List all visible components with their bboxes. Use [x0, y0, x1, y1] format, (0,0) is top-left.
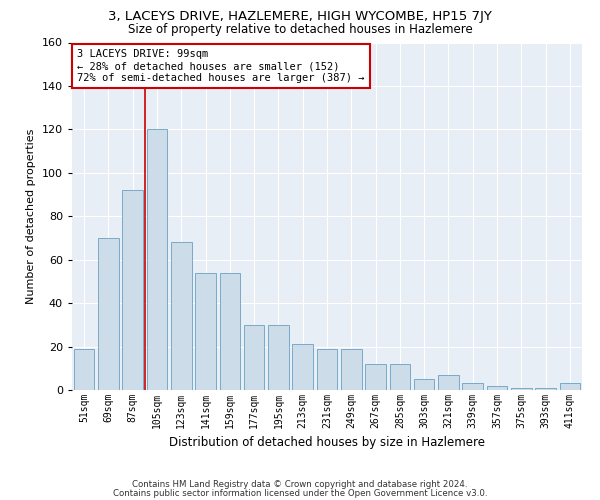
Text: Contains HM Land Registry data © Crown copyright and database right 2024.: Contains HM Land Registry data © Crown c… — [132, 480, 468, 489]
Bar — [341, 348, 362, 390]
Bar — [414, 379, 434, 390]
Bar — [268, 325, 289, 390]
Text: 3 LACEYS DRIVE: 99sqm
← 28% of detached houses are smaller (152)
72% of semi-det: 3 LACEYS DRIVE: 99sqm ← 28% of detached … — [77, 50, 365, 82]
Bar — [317, 348, 337, 390]
Bar — [365, 364, 386, 390]
Bar — [560, 384, 580, 390]
Text: 3, LACEYS DRIVE, HAZLEMERE, HIGH WYCOMBE, HP15 7JY: 3, LACEYS DRIVE, HAZLEMERE, HIGH WYCOMBE… — [108, 10, 492, 23]
Bar — [171, 242, 191, 390]
X-axis label: Distribution of detached houses by size in Hazlemere: Distribution of detached houses by size … — [169, 436, 485, 450]
Text: Contains public sector information licensed under the Open Government Licence v3: Contains public sector information licen… — [113, 488, 487, 498]
Bar — [220, 272, 240, 390]
Text: Size of property relative to detached houses in Hazlemere: Size of property relative to detached ho… — [128, 22, 472, 36]
Bar — [292, 344, 313, 390]
Bar — [146, 130, 167, 390]
Bar — [389, 364, 410, 390]
Bar — [535, 388, 556, 390]
Bar — [463, 384, 483, 390]
Bar — [438, 375, 459, 390]
Bar — [74, 348, 94, 390]
Y-axis label: Number of detached properties: Number of detached properties — [26, 128, 36, 304]
Bar — [511, 388, 532, 390]
Bar — [195, 272, 216, 390]
Bar — [98, 238, 119, 390]
Bar — [487, 386, 508, 390]
Bar — [244, 325, 265, 390]
Bar — [122, 190, 143, 390]
